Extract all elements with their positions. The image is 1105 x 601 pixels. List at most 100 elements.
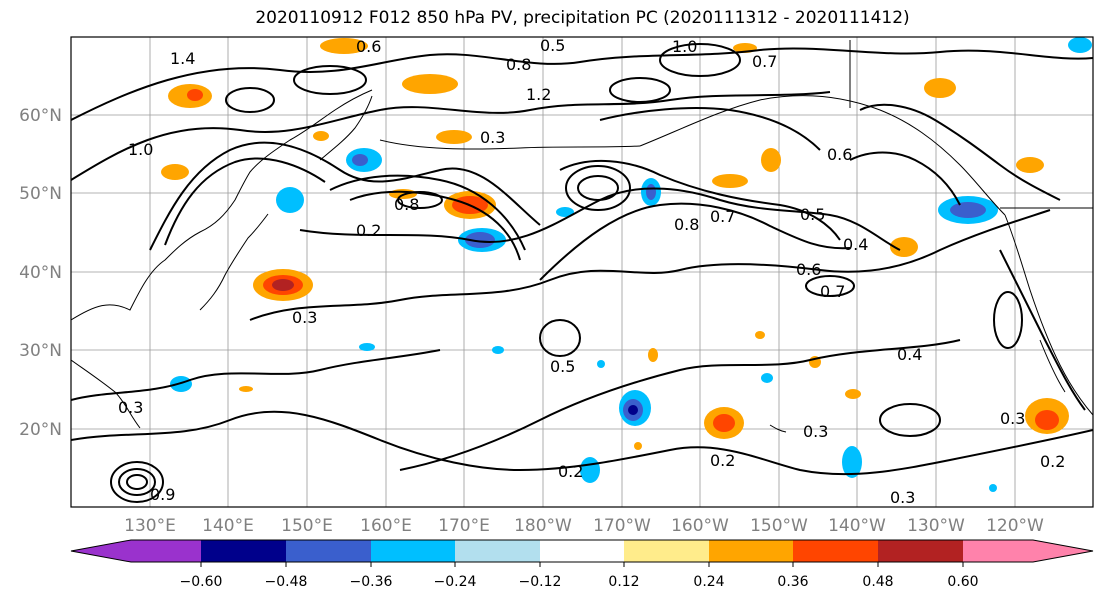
precip-positive-patch xyxy=(436,130,472,144)
pv-contour-line xyxy=(849,151,961,206)
precip-negative-patch xyxy=(556,207,574,217)
precip-negative-patch xyxy=(276,187,304,213)
precipitation-shading xyxy=(161,37,1092,492)
colorbar-tick-label: 0.12 xyxy=(608,574,639,590)
precip-positive-patch xyxy=(713,414,735,432)
colorbar-segment xyxy=(455,540,540,562)
pv-contour-line xyxy=(149,141,541,251)
pv-contour-line xyxy=(71,410,1093,476)
pv-contour-line xyxy=(539,319,581,357)
precip-positive-patch xyxy=(320,38,368,54)
lon-label: 130°E xyxy=(124,516,176,536)
colorbar xyxy=(70,539,1094,567)
contour-label: 0.2 xyxy=(558,462,583,481)
coastline-asia xyxy=(71,89,373,321)
contour-label: 0.8 xyxy=(674,215,699,234)
contour-label: 0.7 xyxy=(752,52,777,71)
colorbar-segment xyxy=(793,540,878,562)
precip-positive-patch xyxy=(161,164,189,180)
precip-negative-patch xyxy=(359,343,375,351)
pv-contour-line xyxy=(293,65,367,95)
lon-label: 140°W xyxy=(828,516,886,536)
lon-label: 130°W xyxy=(907,516,965,536)
colorbar-segment xyxy=(540,540,624,562)
pv-contour-line xyxy=(879,403,941,437)
pv-contour-line xyxy=(599,107,821,151)
pv-contour-line xyxy=(565,165,631,211)
lat-label: 50°N xyxy=(19,184,62,204)
colorbar-tick-label: 0.24 xyxy=(693,574,724,590)
precip-negative-patch xyxy=(597,360,605,368)
lat-label: 40°N xyxy=(19,263,62,283)
pv-contour-line xyxy=(659,43,741,77)
precip-negative-patch xyxy=(950,202,986,218)
pv-contour-line xyxy=(539,202,851,281)
lat-label: 20°N xyxy=(19,420,62,440)
contour-label: 1.2 xyxy=(526,85,551,104)
lat-label: 60°N xyxy=(19,106,62,126)
precip-positive-patch xyxy=(634,442,642,450)
contour-label: 0.4 xyxy=(897,345,922,364)
colorbar-segment xyxy=(201,540,286,562)
precip-positive-patch xyxy=(924,78,956,98)
colorbar-segment xyxy=(286,540,371,562)
pv-contour-line xyxy=(609,77,671,103)
contour-label: 0.4 xyxy=(843,235,868,254)
colorbar-segment xyxy=(624,540,709,562)
precip-negative-patch xyxy=(352,154,368,166)
colorbar-tick-label: −0.60 xyxy=(180,574,223,590)
precip-positive-patch xyxy=(402,74,458,94)
pv-contour-line xyxy=(126,474,148,490)
colorbar-tick-label: 0.60 xyxy=(947,574,978,590)
contour-label: 0.9 xyxy=(150,485,175,504)
contour-label: 0.5 xyxy=(550,357,575,376)
precip-negative-patch xyxy=(646,184,656,200)
colorbar-tick-label: −0.48 xyxy=(265,574,308,590)
colorbar-outline xyxy=(70,539,1094,563)
coastline-hawaii xyxy=(769,424,787,433)
lon-label: 140°E xyxy=(202,516,254,536)
pv-contour-line xyxy=(249,209,1051,321)
precip-negative-patch xyxy=(465,232,495,248)
contour-label: 0.7 xyxy=(710,207,735,226)
contour-label: 0.3 xyxy=(803,422,828,441)
gridlines xyxy=(71,37,1093,507)
map-title: 2020110912 F012 850 hPa PV, precipitatio… xyxy=(255,8,910,28)
coastline-aleutians xyxy=(379,139,641,150)
precip-positive-patch xyxy=(712,174,748,188)
pv-contour-line xyxy=(993,291,1023,349)
lon-label: 120°W xyxy=(986,516,1044,536)
precip-positive-patch xyxy=(890,237,918,257)
pv-contour-line xyxy=(999,249,1086,411)
lon-label: 160°E xyxy=(360,516,412,536)
contour-label: 0.8 xyxy=(506,55,531,74)
pv-contour-line xyxy=(805,275,855,297)
lon-label: 170°W xyxy=(593,516,651,536)
lat-label: 30°N xyxy=(19,341,62,361)
colorbar-tick-label: 0.48 xyxy=(862,574,893,590)
pv-contour-line xyxy=(577,175,619,201)
contour-label: 0.5 xyxy=(540,36,565,55)
precip-negative-patch xyxy=(492,346,504,354)
precip-positive-patch xyxy=(755,331,765,339)
contour-label: 0.5 xyxy=(800,205,825,224)
longitude-labels: 130°E 140°E 150°E 160°E 170°E 180°W 170°… xyxy=(124,516,1044,536)
precip-positive-patch xyxy=(187,89,203,101)
pv-contour-line xyxy=(397,191,443,209)
precip-negative-patch xyxy=(1068,37,1092,53)
precip-positive-patch xyxy=(272,279,294,291)
coastline-alaska xyxy=(639,95,1006,216)
contour-label: 0.3 xyxy=(480,128,505,147)
contour-labels: 0.6 0.5 1.0 0.7 0.8 1.4 1.2 0.3 0.6 0.2 … xyxy=(118,36,1065,507)
coastline-china-south xyxy=(71,359,141,429)
colorbar-segment xyxy=(71,540,201,562)
latitude-labels: 60°N 50°N 40°N 30°N 20°N xyxy=(19,106,62,440)
contour-label: 1.0 xyxy=(672,37,697,56)
contour-label: 0.2 xyxy=(356,221,381,240)
contour-label: 0.3 xyxy=(292,308,317,327)
map-panel: 0.6 0.5 1.0 0.7 0.8 1.4 1.2 0.3 0.6 0.2 … xyxy=(70,36,1094,508)
precip-positive-patch xyxy=(1016,157,1044,173)
coastline-baja xyxy=(1039,339,1066,393)
pv-contours xyxy=(71,43,1093,503)
